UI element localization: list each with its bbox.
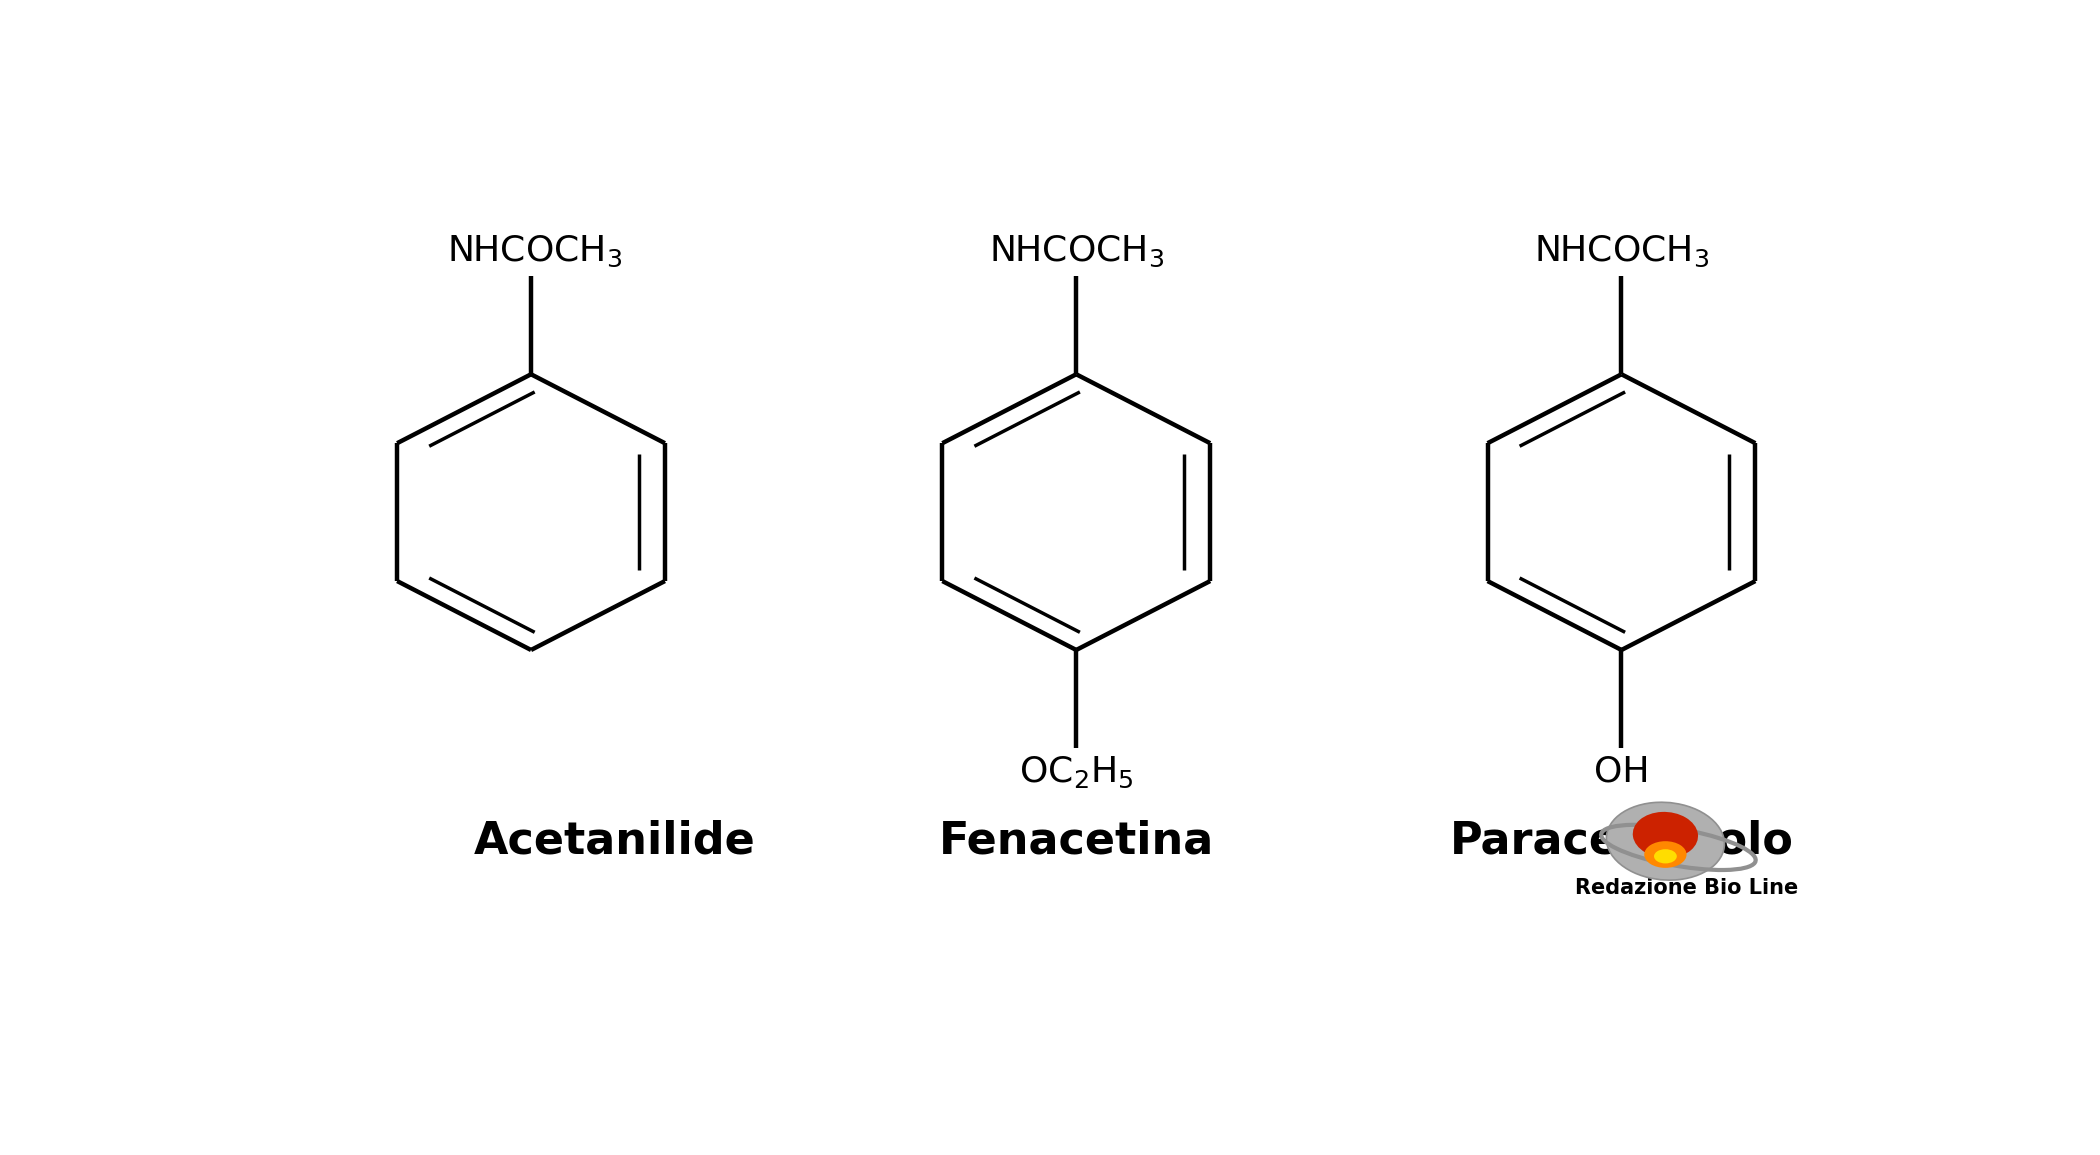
Ellipse shape [1606,803,1724,880]
Text: OH: OH [1594,755,1649,789]
Text: Fenacetina: Fenacetina [939,820,1214,863]
Ellipse shape [1644,841,1686,867]
Text: OC$_2$H$_5$: OC$_2$H$_5$ [1018,755,1134,790]
Text: Paracetamolo: Paracetamolo [1449,820,1793,863]
Text: Redazione Bio Line: Redazione Bio Line [1575,878,1798,897]
Ellipse shape [1634,812,1699,858]
Text: Acetanilide: Acetanilide [475,820,756,863]
Text: NHCOCH$_3$: NHCOCH$_3$ [447,234,622,269]
Text: NHCOCH$_3$: NHCOCH$_3$ [1533,234,1709,269]
Ellipse shape [1655,849,1676,864]
Text: NHCOCH$_3$: NHCOCH$_3$ [989,234,1163,269]
